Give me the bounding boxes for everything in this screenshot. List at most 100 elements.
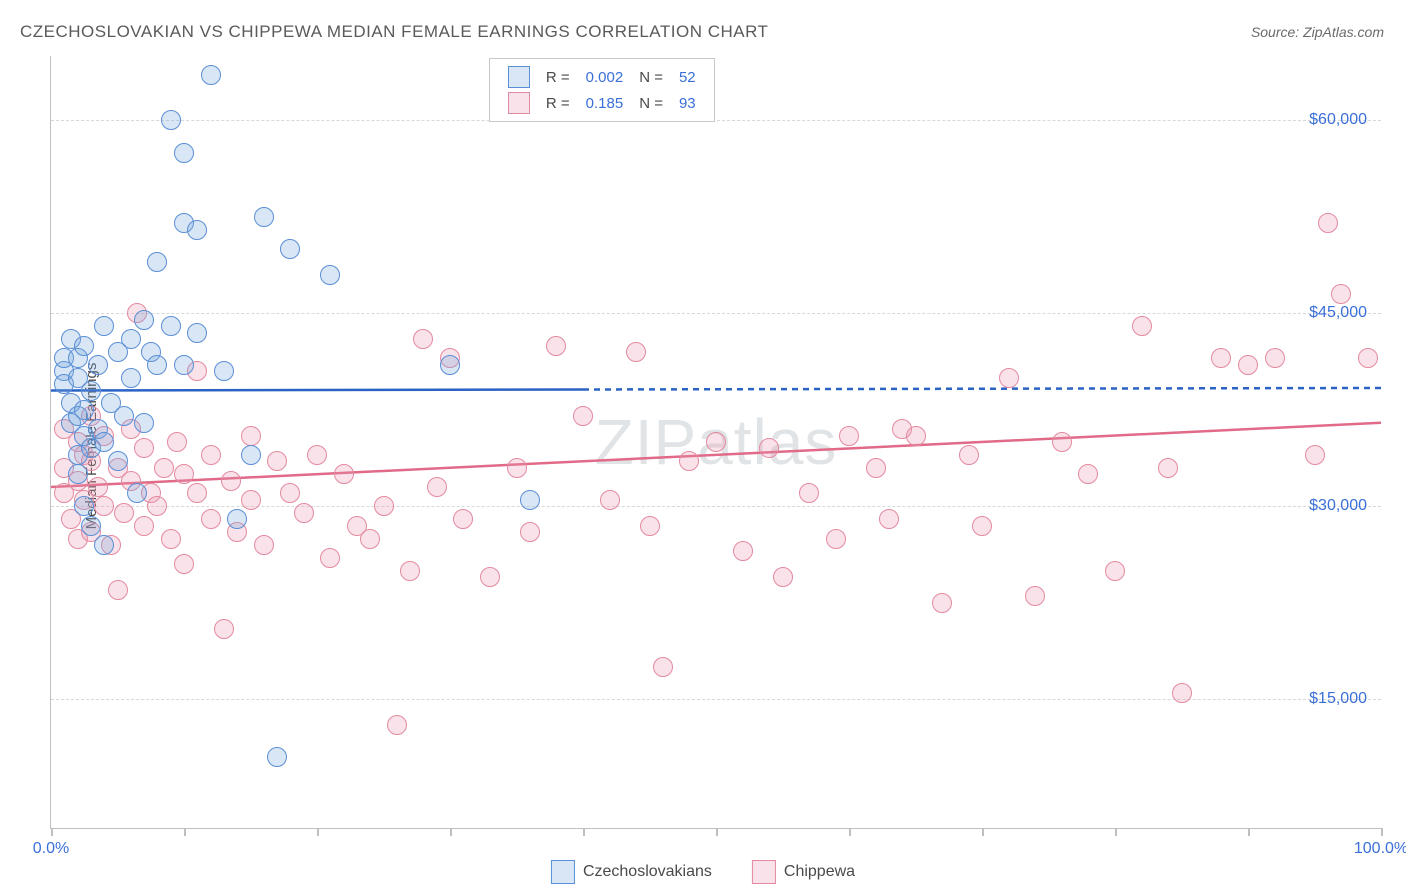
data-point-chippewa [1052,432,1072,452]
gridline [51,313,1381,314]
data-point-chippewa [866,458,886,478]
xtick-label: 0.0% [33,840,69,858]
data-point-chippewa [221,471,241,491]
data-point-chippewa [733,541,753,561]
data-point-chippewa [706,432,726,452]
data-point-chippewa [507,458,527,478]
data-point-czech [81,381,101,401]
data-point-chippewa [214,619,234,639]
data-point-chippewa [972,516,992,536]
data-point-czech [114,406,134,426]
data-point-czech [94,432,114,452]
data-point-czech [320,265,340,285]
data-point-czech [88,355,108,375]
data-point-chippewa [640,516,660,536]
data-point-czech [520,490,540,510]
data-point-chippewa [108,580,128,600]
data-point-chippewa [161,529,181,549]
data-point-czech [108,451,128,471]
ytick-label: $45,000 [1309,304,1367,322]
plot-area: ZIPatlas $15,000$30,000$45,000$60,0000.0… [50,56,1381,829]
data-point-czech [81,516,101,536]
data-point-czech [227,509,247,529]
legend-stats: R =0.002N =52R =0.185N =93 [489,58,715,122]
data-point-czech [187,323,207,343]
legend-bottom: CzechoslovakiansChippewa [551,860,855,884]
data-point-chippewa [280,483,300,503]
data-point-chippewa [241,490,261,510]
xtick [51,828,53,836]
data-point-chippewa [187,483,207,503]
data-point-chippewa [932,593,952,613]
chart-source: Source: ZipAtlas.com [1251,24,1384,40]
data-point-czech [174,143,194,163]
data-point-chippewa [959,445,979,465]
data-point-chippewa [573,406,593,426]
data-point-chippewa [1305,445,1325,465]
data-point-chippewa [1265,348,1285,368]
data-point-chippewa [759,438,779,458]
data-point-chippewa [653,657,673,677]
data-point-chippewa [839,426,859,446]
data-point-czech [74,496,94,516]
xtick [982,828,984,836]
data-point-chippewa [1105,561,1125,581]
data-point-czech [161,110,181,130]
data-point-chippewa [427,477,447,497]
data-point-czech [147,355,167,375]
legend-item-chippewa: Chippewa [752,860,855,884]
data-point-czech [440,355,460,375]
data-point-chippewa [114,503,134,523]
xtick [184,828,186,836]
data-point-chippewa [1331,284,1351,304]
data-point-chippewa [174,554,194,574]
data-point-chippewa [201,445,221,465]
data-point-chippewa [520,522,540,542]
chart-title: CZECHOSLOVAKIAN VS CHIPPEWA MEDIAN FEMAL… [20,22,768,42]
data-point-chippewa [1025,586,1045,606]
data-point-chippewa [480,567,500,587]
data-point-czech [201,65,221,85]
data-point-chippewa [413,329,433,349]
data-point-chippewa [307,445,327,465]
xtick [583,828,585,836]
xtick [1248,828,1250,836]
data-point-chippewa [387,715,407,735]
xtick [1115,828,1117,836]
data-point-czech [68,464,88,484]
data-point-chippewa [1211,348,1231,368]
data-point-chippewa [1078,464,1098,484]
ytick-label: $60,000 [1309,111,1367,129]
data-point-czech [121,329,141,349]
data-point-chippewa [241,426,261,446]
data-point-chippewa [154,458,174,478]
data-point-chippewa [334,464,354,484]
data-point-chippewa [1132,316,1152,336]
data-point-czech [187,220,207,240]
data-point-chippewa [600,490,620,510]
data-point-chippewa [773,567,793,587]
data-point-chippewa [134,438,154,458]
data-point-chippewa [1358,348,1378,368]
data-point-chippewa [360,529,380,549]
data-point-chippewa [374,496,394,516]
gridline [51,120,1381,121]
data-point-czech [121,368,141,388]
data-point-chippewa [1318,213,1338,233]
xtick-label: 100.0% [1354,840,1406,858]
data-point-chippewa [826,529,846,549]
data-point-chippewa [254,535,274,555]
data-point-chippewa [88,477,108,497]
data-point-czech [94,316,114,336]
data-point-chippewa [1158,458,1178,478]
data-point-czech [280,239,300,259]
data-point-czech [94,535,114,555]
data-point-czech [127,483,147,503]
data-point-chippewa [174,464,194,484]
xtick [450,828,452,836]
data-point-chippewa [546,336,566,356]
data-point-czech [74,400,94,420]
data-point-chippewa [999,368,1019,388]
data-point-chippewa [134,516,154,536]
data-point-chippewa [879,509,899,529]
